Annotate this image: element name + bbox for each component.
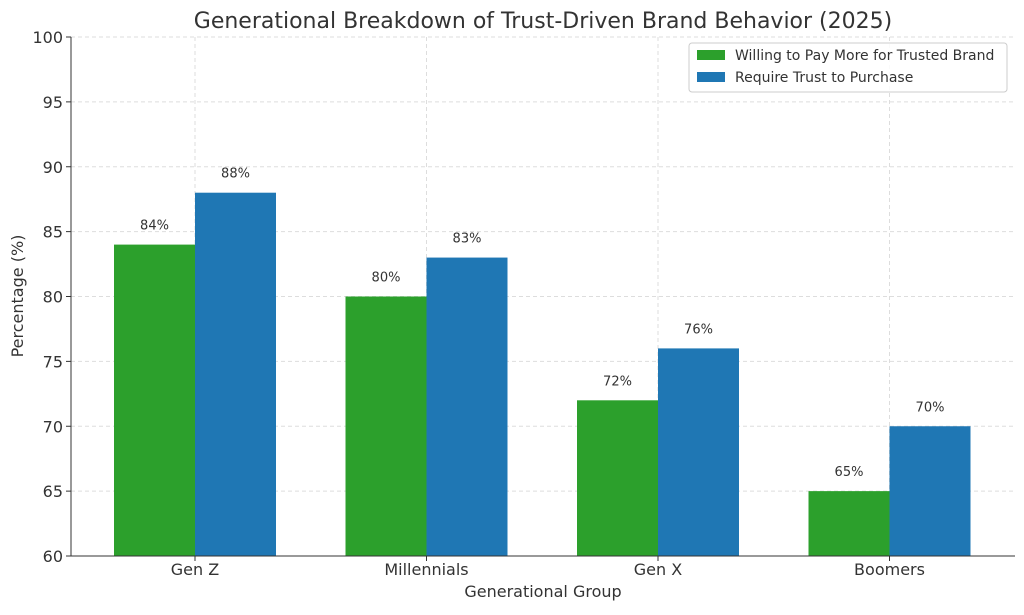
data-label: 72% xyxy=(603,374,632,389)
y-tick-label: 80 xyxy=(43,288,63,307)
legend-swatch-blue xyxy=(697,72,725,82)
y-tick-label: 60 xyxy=(43,547,63,566)
bar-require-trust xyxy=(889,426,971,556)
data-label: 70% xyxy=(916,400,945,415)
data-label: 88% xyxy=(221,167,250,182)
y-tick-label: 65 xyxy=(43,482,63,501)
y-axis-label: Percentage (%) xyxy=(8,235,27,358)
bar-pay-more xyxy=(345,296,427,556)
legend-label-pay-more: Willing to Pay More for Trusted Brand xyxy=(735,48,994,64)
y-tick-label: 75 xyxy=(43,352,63,371)
x-tick-label: Gen X xyxy=(634,560,682,579)
bar-pay-more xyxy=(577,400,658,556)
bar-require-trust xyxy=(658,348,739,556)
y-tick-label: 100 xyxy=(32,28,63,47)
x-tick-label: Boomers xyxy=(854,560,925,579)
bar-require-trust xyxy=(195,192,276,556)
legend-label-require-trust: Require Trust to Purchase xyxy=(735,70,913,86)
bar-pay-more xyxy=(114,244,195,556)
chart-title: Generational Breakdown of Trust-Driven B… xyxy=(194,9,892,34)
y-tick-label: 70 xyxy=(43,417,63,436)
y-tick-label: 95 xyxy=(43,93,63,112)
x-tick-label: Gen Z xyxy=(171,560,219,579)
y-tick-label: 85 xyxy=(43,223,63,242)
y-tick-label: 90 xyxy=(43,158,63,177)
data-label: 84% xyxy=(140,219,169,234)
bars: 84% 88% 80% 83% 72% 76% 65% 70% xyxy=(114,167,971,556)
data-label: 76% xyxy=(684,322,713,337)
legend-swatch-green xyxy=(697,50,725,60)
legend: Willing to Pay More for Trusted Brand Re… xyxy=(688,42,1008,93)
data-label: 65% xyxy=(835,465,864,480)
x-tick-label: Millennials xyxy=(384,560,468,579)
bar-pay-more xyxy=(808,491,890,556)
x-axis-label: Generational Group xyxy=(464,582,621,601)
bar-require-trust xyxy=(426,257,508,556)
axes: 60 65 70 75 80 85 90 95 100 Gen Z Millennials Gen X… xyxy=(32,28,1015,579)
data-label: 80% xyxy=(372,271,401,286)
data-label: 83% xyxy=(453,232,482,247)
